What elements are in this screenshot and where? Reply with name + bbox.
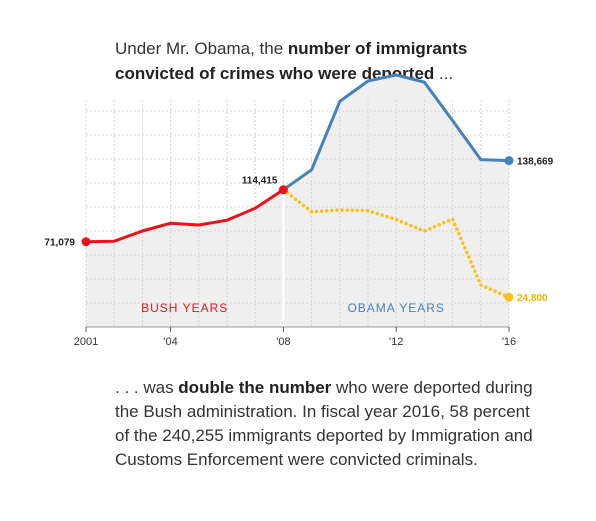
data-point-marker <box>81 237 91 247</box>
x-tick-label: '16 <box>502 336 516 348</box>
era-label: BUSH YEARS <box>141 301 228 315</box>
series-line-bush <box>84 188 285 244</box>
chart-headline: Under Mr. Obama, the number of immigrant… <box>115 36 495 86</box>
data-label: 114,415 <box>242 176 278 187</box>
x-tick-label: '08 <box>276 336 290 348</box>
era-label: OBAMA YEARS <box>347 301 444 315</box>
caption-text-2: who were deported during the Bush admini… <box>115 378 533 469</box>
data-point-marker <box>504 156 514 166</box>
headline-text-1: Under Mr. Obama, the <box>115 39 288 58</box>
x-tick-label: 2001 <box>74 336 98 348</box>
caption-text-1: . . . was <box>115 378 179 397</box>
x-tick-label: '12 <box>389 336 403 348</box>
headline-text-2: ... <box>434 64 454 83</box>
data-point-marker <box>278 185 288 195</box>
data-point-marker <box>504 292 514 302</box>
series-line-other <box>281 187 511 299</box>
shaded-area <box>86 75 509 327</box>
series-line-obama <box>281 73 511 192</box>
chart-caption: . . . was double the number who were dep… <box>115 376 535 472</box>
data-label: 24,800 <box>517 293 548 304</box>
caption-bold-text: double the number <box>178 378 332 397</box>
data-label: 138,669 <box>517 157 554 168</box>
x-tick-label: '04 <box>163 336 177 348</box>
data-label: 71,079 <box>44 238 75 249</box>
headline-bold-text: number of immigrants convicted of crimes… <box>115 39 468 83</box>
